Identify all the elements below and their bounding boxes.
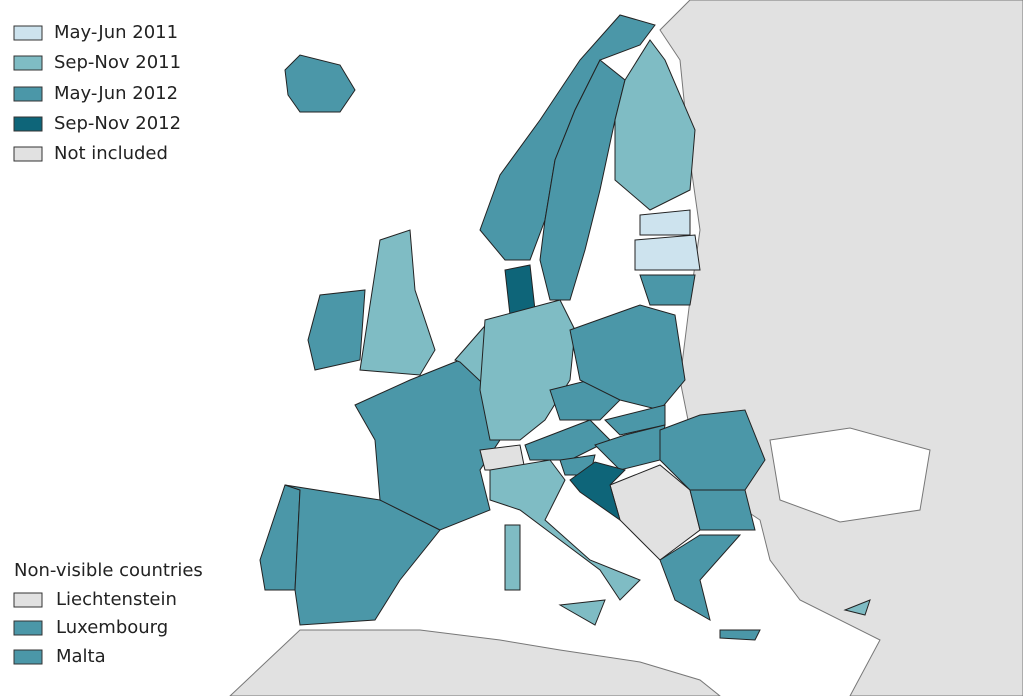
country <box>479 299 576 441</box>
country <box>524 419 611 461</box>
legend-swatch <box>13 116 43 132</box>
legend-label: Sep-Nov 2012 <box>54 113 181 134</box>
land <box>229 629 721 696</box>
country <box>719 629 761 641</box>
country <box>843 599 871 616</box>
country <box>307 289 366 371</box>
country <box>558 599 606 626</box>
legend-swatch <box>13 146 43 162</box>
legend-label: Malta <box>56 646 106 667</box>
legend-label: Liechtenstein <box>56 589 177 610</box>
legend-swatch <box>13 86 43 102</box>
legend-label: Sep-Nov 2011 <box>54 52 181 73</box>
legend-swatch <box>13 25 43 41</box>
country <box>689 489 756 531</box>
country <box>284 54 356 113</box>
legend-swatch <box>13 649 43 665</box>
country <box>539 59 626 301</box>
background-land <box>229 0 1023 696</box>
country <box>354 359 501 531</box>
legend: May-Jun 2011 Sep-Nov 2011 May-Jun 2012 S… <box>13 22 181 164</box>
legend-label: May-Jun 2011 <box>54 22 178 43</box>
legend-swatch <box>13 620 43 636</box>
country <box>259 484 301 591</box>
legend-swatch <box>13 592 43 608</box>
legend-label: Luxembourg <box>56 617 168 638</box>
country <box>639 209 691 236</box>
country <box>359 229 436 376</box>
country <box>569 304 686 411</box>
country <box>569 461 626 522</box>
legend-label: Not included <box>54 143 168 164</box>
country <box>479 14 656 261</box>
country <box>639 274 696 306</box>
non-visible-legend: Non-visible countries Liechtenstein Luxe… <box>13 560 203 667</box>
country <box>659 409 766 491</box>
legend-swatch <box>13 55 43 71</box>
country <box>504 524 521 591</box>
legend-label: May-Jun 2012 <box>54 83 178 104</box>
country <box>634 234 701 271</box>
country <box>489 459 641 601</box>
countries <box>259 14 871 641</box>
country <box>659 534 742 622</box>
sea <box>769 427 931 523</box>
legend-title: Non-visible countries <box>14 560 203 581</box>
country <box>614 39 696 211</box>
land <box>659 0 1023 696</box>
